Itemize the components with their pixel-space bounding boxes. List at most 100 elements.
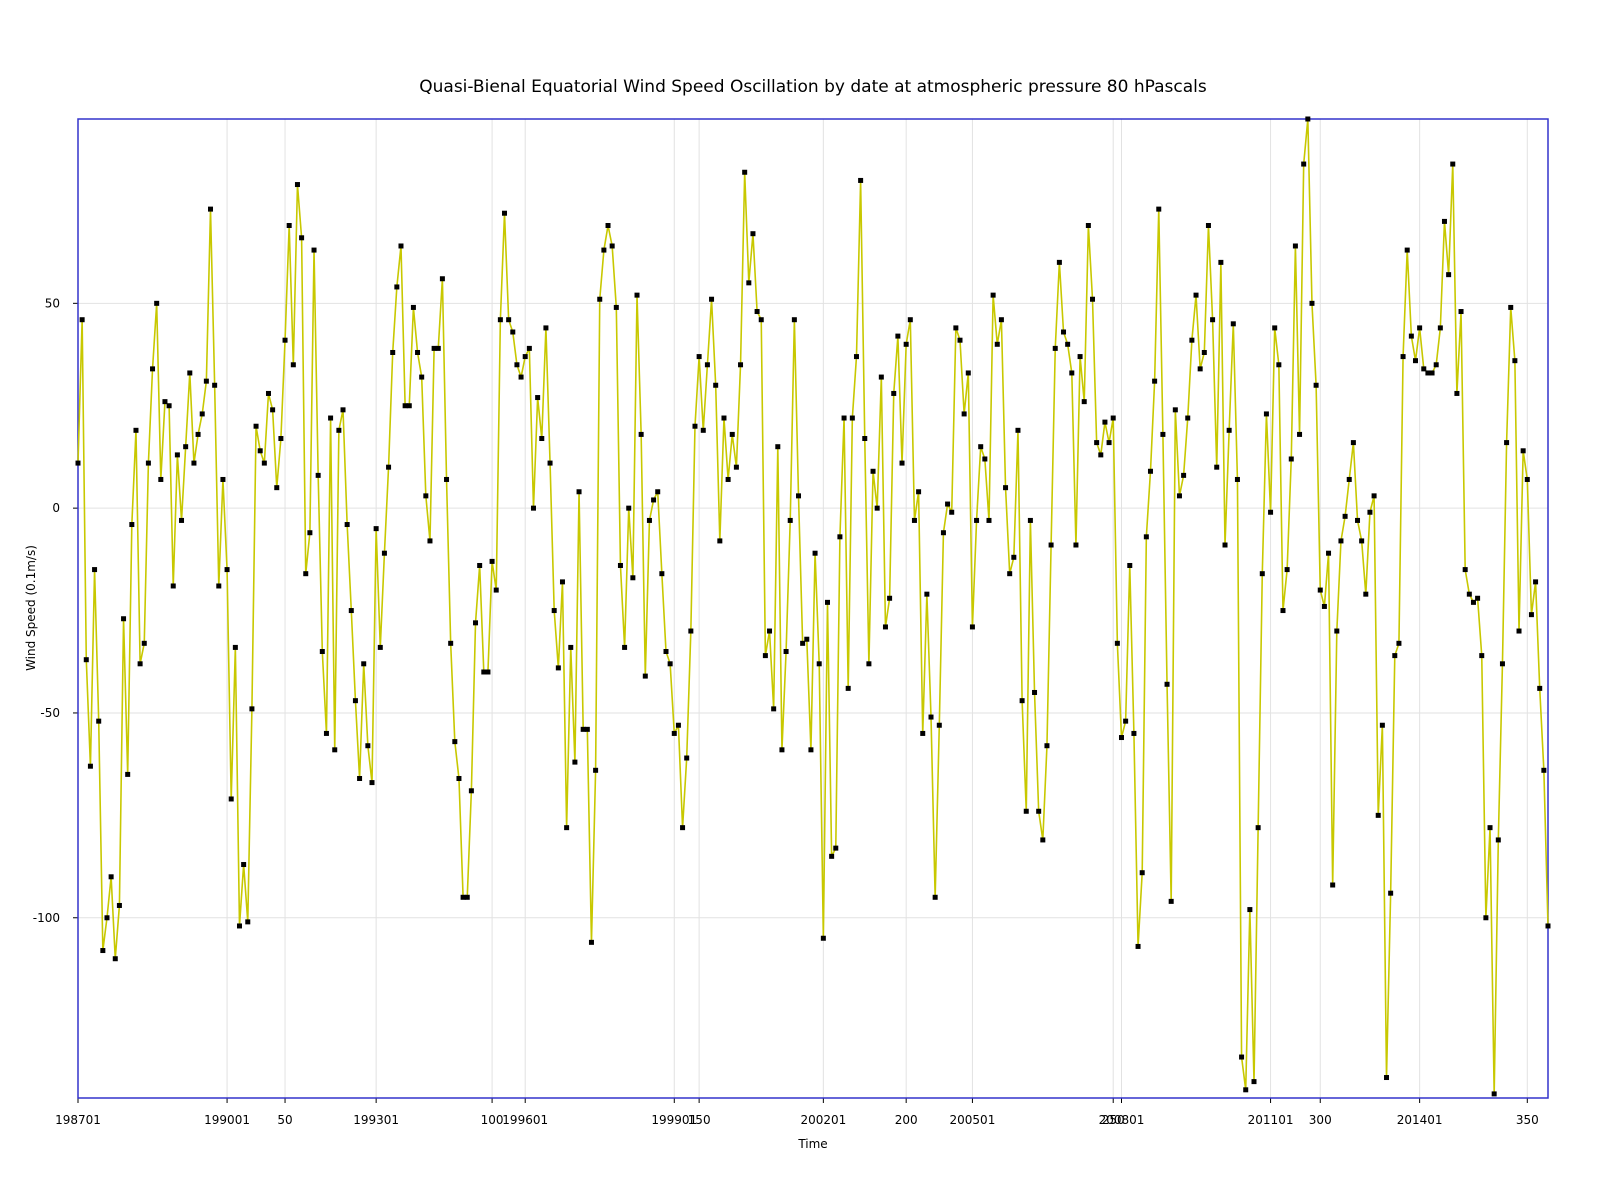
x-tick-label: 100: [481, 1113, 504, 1127]
data-point: [1027, 517, 1033, 523]
data-point: [559, 579, 565, 585]
data-point: [667, 661, 673, 667]
data-point: [1342, 513, 1348, 519]
data-point: [1118, 735, 1124, 741]
x-tick-label: 50: [277, 1113, 292, 1127]
data-point: [1197, 366, 1203, 372]
data-point: [874, 505, 880, 511]
data-point: [232, 644, 238, 650]
data-point: [1545, 923, 1551, 929]
data-point: [1421, 366, 1427, 372]
data-point: [1508, 304, 1514, 310]
data-point: [208, 206, 214, 212]
data-point: [1077, 354, 1083, 360]
data-point: [932, 894, 938, 900]
data-point: [709, 296, 715, 302]
data-point: [1359, 538, 1365, 544]
data-point: [92, 567, 98, 573]
data-point: [328, 415, 334, 421]
y-tick-label: -100: [33, 911, 60, 925]
data-point: [584, 726, 590, 732]
data-point: [75, 460, 81, 466]
data-point: [502, 210, 508, 216]
data-point: [1230, 321, 1236, 327]
data-point: [245, 919, 251, 925]
data-point: [257, 448, 263, 454]
data-point: [303, 571, 309, 577]
data-point: [1512, 358, 1518, 364]
data-point: [800, 640, 806, 646]
data-point: [199, 411, 205, 417]
data-point: [224, 567, 230, 573]
data-point: [1313, 382, 1319, 388]
data-point: [1429, 370, 1435, 376]
data-point: [1446, 272, 1452, 278]
data-point: [738, 362, 744, 368]
data-point: [286, 223, 292, 229]
data-point: [357, 775, 363, 781]
data-point: [1011, 554, 1017, 560]
data-point: [733, 464, 739, 470]
data-point: [174, 452, 180, 458]
x-axis-label: Time: [797, 1137, 827, 1151]
data-point: [1019, 698, 1025, 704]
data-point: [187, 370, 193, 376]
data-point: [945, 501, 951, 507]
data-point: [1305, 116, 1311, 122]
data-point: [986, 517, 992, 523]
x-tick-label: 350: [1516, 1113, 1539, 1127]
data-point: [1085, 223, 1091, 229]
data-point: [145, 460, 151, 466]
data-point: [1003, 485, 1009, 491]
data-point: [882, 624, 888, 630]
data-point: [841, 415, 847, 421]
data-point: [1499, 661, 1505, 667]
data-point: [994, 341, 1000, 347]
data-point: [539, 436, 545, 442]
data-point: [1185, 415, 1191, 421]
data-point: [1466, 591, 1472, 597]
data-point: [1081, 399, 1087, 405]
data-point: [965, 370, 971, 376]
data-point: [1288, 456, 1294, 462]
data-point: [1321, 603, 1327, 609]
data-point: [365, 743, 371, 749]
data-point: [1065, 341, 1071, 347]
data-point: [506, 317, 512, 323]
data-point: [853, 354, 859, 360]
x-tick-label: 199601: [502, 1113, 548, 1127]
data-point: [646, 517, 652, 523]
data-point: [402, 403, 408, 409]
data-point: [1433, 362, 1439, 368]
data-point: [783, 649, 789, 655]
data-point: [1504, 440, 1510, 446]
data-point: [1156, 206, 1162, 212]
data-point: [613, 304, 619, 310]
data-point: [1268, 509, 1274, 515]
data-point: [352, 698, 358, 704]
data-point: [895, 333, 901, 339]
data-point: [249, 706, 255, 712]
data-point: [1098, 452, 1104, 458]
data-point: [845, 685, 851, 691]
data-point: [79, 317, 85, 323]
data-point: [796, 493, 802, 499]
data-point: [1520, 448, 1526, 454]
data-point: [394, 284, 400, 290]
data-point: [468, 788, 474, 794]
data-point: [456, 775, 462, 781]
data-point: [473, 620, 479, 626]
data-point: [278, 436, 284, 442]
data-point: [1168, 898, 1174, 904]
data-point: [1280, 608, 1286, 614]
data-point: [1326, 550, 1332, 556]
data-point: [1152, 378, 1158, 384]
data-point: [112, 956, 118, 962]
data-point: [162, 399, 168, 405]
data-point: [824, 599, 830, 605]
data-point: [634, 292, 640, 298]
data-point: [1533, 579, 1539, 585]
data-point: [949, 509, 955, 515]
data-point: [220, 476, 226, 482]
data-point: [1160, 431, 1166, 437]
